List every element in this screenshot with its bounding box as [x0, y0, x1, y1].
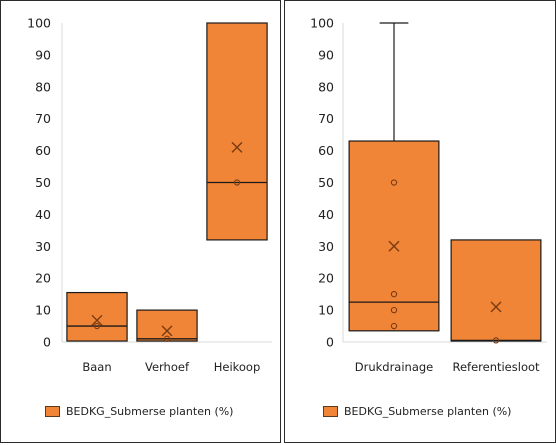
- y-tick-label: 80: [318, 79, 334, 94]
- y-tick-label: 100: [310, 16, 334, 31]
- y-tick-label: 70: [318, 111, 334, 126]
- data-point: [163, 335, 171, 342]
- mean-marker: [388, 240, 400, 252]
- mean-marker: [161, 325, 173, 337]
- y-tick-label: 10: [318, 303, 334, 318]
- legend-right: BEDKG_Submerse planten (%): [323, 405, 511, 418]
- y-tick-label: 60: [35, 143, 51, 158]
- category-label: Verhoef: [145, 360, 190, 374]
- box-referentiesloot: [450, 239, 542, 342]
- y-tick-label: 0: [326, 335, 334, 350]
- legend-label: BEDKG_Submerse planten (%): [344, 405, 512, 418]
- legend-left: BEDKG_Submerse planten (%): [45, 405, 233, 418]
- y-tick-label: 30: [35, 239, 51, 254]
- category-label: Drukdrainage: [355, 360, 434, 374]
- y-tick-label: 10: [35, 303, 51, 318]
- category-label: Referentiesloot: [452, 360, 540, 374]
- y-tick-label: 60: [318, 143, 334, 158]
- box-heikoop: [206, 22, 268, 241]
- y-tick-label: 90: [35, 47, 51, 62]
- y-tick-label: 40: [35, 207, 51, 222]
- y-tick-label: 40: [318, 207, 334, 222]
- mean-marker: [231, 141, 243, 153]
- category-label: Heikoop: [214, 360, 261, 374]
- data-point: [93, 322, 101, 330]
- y-tick-label: 20: [318, 271, 334, 286]
- box-baan: [66, 291, 128, 342]
- y-tick-label: 100: [27, 16, 51, 31]
- data-point: [390, 290, 398, 298]
- data-point: [390, 322, 398, 330]
- box-plot-right: 0 10 20 30 40 50 60 70 80 90 100 Drukdrainage Refere…: [310, 16, 547, 374]
- data-point: [390, 179, 398, 186]
- data-point: [492, 337, 500, 344]
- legend-swatch: [45, 406, 60, 417]
- y-tick-label: 90: [318, 47, 334, 62]
- y-tick-label: 50: [318, 175, 334, 190]
- y-tick-label: 0: [43, 335, 51, 350]
- mean-marker: [490, 301, 502, 313]
- box-plot-left: 0 10 20 30 40 50 60 70 80 90 100 Baan Verhoef Heikoop: [27, 16, 272, 374]
- y-tick-label: 50: [35, 175, 51, 190]
- mean-marker: [91, 314, 103, 326]
- y-tick-label: 70: [35, 111, 51, 126]
- data-point: [390, 306, 398, 314]
- data-point: [233, 179, 241, 186]
- y-tick-label: 80: [35, 79, 51, 94]
- box-drukdrainage: [348, 140, 440, 332]
- y-tick-label: 20: [35, 271, 51, 286]
- chart-panel-left: 0 10 20 30 40 50 60 70 80 90 100 Baan Verhoef Heikoop…: [0, 0, 281, 443]
- chart-panel-right: 0 10 20 30 40 50 60 70 80 90 100 Drukdrainage Refere…: [284, 0, 556, 443]
- legend-swatch: [323, 406, 338, 417]
- legend-label: BEDKG_Submerse planten (%): [66, 405, 234, 418]
- category-label: Baan: [82, 360, 111, 374]
- y-tick-label: 30: [318, 239, 334, 254]
